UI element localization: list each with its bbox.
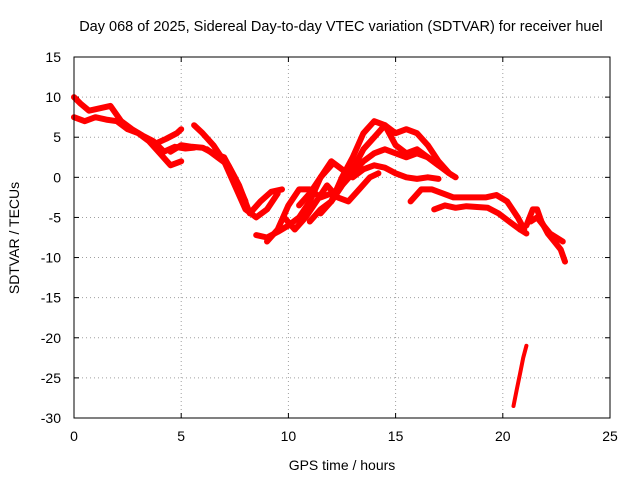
series-trace-18 — [511, 343, 529, 408]
series-trace-17 — [527, 214, 566, 245]
y-tick-label: -15 — [41, 290, 61, 306]
y-tick-label: -20 — [41, 330, 61, 346]
series-trace-14 — [407, 186, 528, 233]
data-series — [71, 94, 568, 408]
series-trace-15 — [431, 202, 530, 237]
series-trace-3 — [152, 126, 185, 147]
series-trace-1 — [71, 94, 198, 155]
x-axis-label: GPS time / hours — [289, 457, 396, 473]
y-axis-label: SDTVAR / TECUs — [6, 182, 22, 294]
y-tick-label: 10 — [45, 89, 61, 105]
y-tick-label: -10 — [41, 250, 61, 266]
y-tick-label: -5 — [49, 209, 62, 225]
series-trace-6 — [203, 146, 285, 217]
chart-title: Day 068 of 2025, Sidereal Day-to-day VTE… — [79, 19, 603, 35]
x-tick-label: 20 — [495, 428, 511, 444]
y-tick-label: 15 — [45, 49, 61, 65]
y-tick-label: 0 — [53, 169, 61, 185]
x-tick-label: 5 — [177, 428, 185, 444]
plot-frame — [73, 56, 611, 419]
y-tick-label: 5 — [53, 129, 61, 145]
x-tick-label: 15 — [388, 428, 404, 444]
series-trace-9 — [281, 170, 382, 233]
y-tick-label: -25 — [41, 370, 61, 386]
x-tick-label: 0 — [70, 428, 78, 444]
x-tick-label: 10 — [281, 428, 297, 444]
grid — [74, 57, 610, 418]
y-tick-label: -30 — [41, 410, 61, 426]
series-trace-2 — [71, 114, 185, 169]
x-tick-label: 25 — [602, 428, 618, 444]
tick-labels: 0 5 10 15 20 25 15 10 5 0 -5 -10 -15 -20 -25 -30 — [41, 49, 618, 444]
axis-ticks — [73, 56, 611, 419]
series-trace-13 — [328, 122, 453, 205]
series-trace-10 — [296, 158, 442, 209]
series-trace-4 — [191, 122, 281, 221]
